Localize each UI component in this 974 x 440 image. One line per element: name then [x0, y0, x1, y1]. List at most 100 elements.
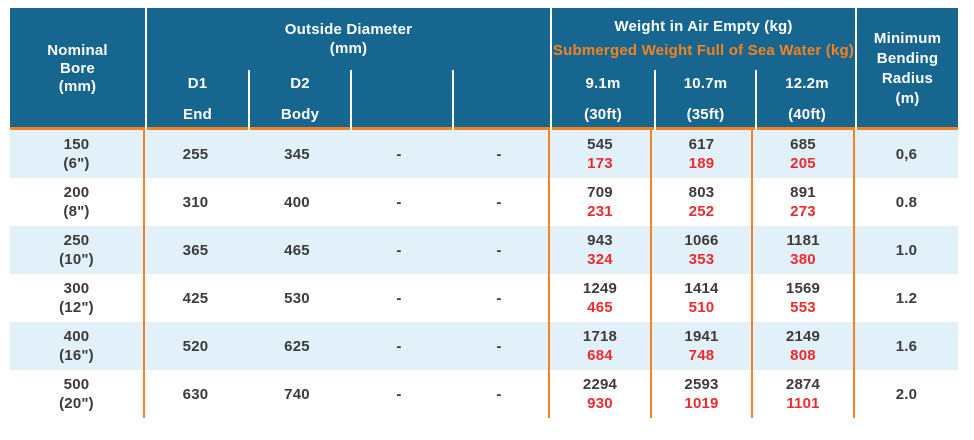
bore-mm-value: 500 [63, 376, 90, 393]
air-weight-value: 891 [790, 184, 816, 201]
cell-weight-35ft: 617 189 [652, 130, 753, 178]
submerged-weight-value: 553 [790, 299, 816, 316]
table-row: 300 (12") 425 530 - - 1249 465 1414 510 … [10, 274, 958, 322]
submerged-weight-value: 353 [688, 251, 715, 268]
outside-diameter-title: Outside Diameter [284, 21, 413, 38]
bore-mm-value: 150 [63, 136, 90, 153]
cell-d1-end: 630 [145, 370, 246, 418]
cell-weight-40ft: 1181 380 [753, 226, 855, 274]
table-row: 400 (16") 520 625 - - 1718 684 1941 748 … [10, 322, 958, 370]
header-nominal-bore: Nominal Bore (mm) [10, 8, 145, 130]
air-weight-value: 2874 [785, 376, 821, 393]
cell-od-empty-2: - [450, 322, 550, 370]
bore-inch-value: (10") [59, 251, 94, 268]
length-40ft-label: (40ft) [788, 106, 826, 123]
header-min-bending-radius: Minimum Bending Radius (m) [855, 8, 958, 130]
end-label: End [183, 106, 212, 123]
table-row: 200 (8") 310 400 - - 709 231 803 252 891… [10, 178, 958, 226]
d1-value: 310 [182, 193, 209, 211]
cell-d2-body: 530 [246, 274, 348, 322]
submerged-weight-title: Submerged Weight Full of Sea Water (kg) [552, 42, 855, 59]
submerged-weight-value: 380 [790, 251, 816, 268]
mbr-value: 1.2 [895, 289, 918, 307]
weight-in-air-title: Weight in Air Empty (kg) [614, 18, 793, 35]
cell-d1-end: 365 [145, 226, 246, 274]
air-weight-value: 617 [688, 136, 715, 153]
submerged-weight-value: 930 [587, 395, 613, 412]
air-weight-value: 1414 [684, 280, 719, 297]
cell-min-bending-radius: 1.2 [855, 274, 958, 322]
mbr-value: 2.0 [895, 385, 918, 403]
length-10-7m-label: 10.7m [683, 75, 728, 92]
cell-weight-40ft: 891 273 [753, 178, 855, 226]
cell-d2-body: 400 [246, 178, 348, 226]
submerged-weight-value: 324 [587, 251, 613, 268]
cell-nominal-bore: 300 (12") [10, 274, 145, 322]
mbr-line3: Radius [881, 70, 934, 87]
cell-min-bending-radius: 1.0 [855, 226, 958, 274]
dash-value: - [396, 289, 402, 307]
d1-label: D1 [187, 75, 208, 92]
nominal-bore-line1: Nominal [47, 42, 108, 59]
length-35ft-label: (35ft) [686, 106, 725, 123]
cell-od-empty-2: - [450, 370, 550, 418]
dash-value: - [496, 193, 502, 211]
subheader-empty-2 [452, 70, 552, 130]
cell-weight-35ft: 1066 353 [652, 226, 753, 274]
dash-value: - [396, 385, 402, 403]
cell-weight-30ft: 1249 465 [550, 274, 652, 322]
submerged-weight-value: 465 [587, 299, 613, 316]
d2-value: 465 [284, 241, 310, 259]
cell-d2-body: 625 [246, 322, 348, 370]
cell-od-empty-1: - [348, 130, 450, 178]
cell-weight-30ft: 709 231 [550, 178, 652, 226]
submerged-weight-value: 748 [688, 347, 715, 364]
air-weight-value: 709 [587, 184, 613, 201]
cell-d1-end: 255 [145, 130, 246, 178]
submerged-weight-value: 510 [688, 299, 715, 316]
dash-value: - [396, 337, 402, 355]
submerged-weight-value: 684 [587, 347, 613, 364]
cell-weight-40ft: 685 205 [753, 130, 855, 178]
subheader-d2-body: D2 Body [248, 70, 350, 130]
cell-weight-40ft: 2149 808 [753, 322, 855, 370]
cell-nominal-bore: 200 (8") [10, 178, 145, 226]
d2-label: D2 [290, 75, 310, 92]
d2-value: 530 [284, 289, 310, 307]
d2-value: 740 [284, 385, 310, 403]
submerged-weight-value: 1019 [684, 395, 719, 412]
bore-inch-value: (6") [63, 155, 90, 172]
cell-weight-30ft: 2294 930 [550, 370, 652, 418]
air-weight-value: 2294 [582, 376, 618, 393]
cell-nominal-bore: 250 (10") [10, 226, 145, 274]
submerged-weight-value: 273 [790, 203, 816, 220]
outside-diameter-unit: (mm) [329, 40, 368, 57]
air-weight-value: 1181 [786, 232, 820, 249]
cell-od-empty-1: - [348, 178, 450, 226]
header-weight-group: Weight in Air Empty (kg) Submerged Weigh… [550, 8, 855, 130]
outside-diameter-title-block: Outside Diameter (mm) [147, 8, 550, 70]
dash-value: - [396, 241, 402, 259]
cell-od-empty-1: - [348, 370, 450, 418]
weight-subheaders: 9.1m (30ft) 10.7m (35ft) 12.2m (40ft) [552, 70, 855, 130]
mbr-value: 0.8 [895, 193, 918, 211]
cell-min-bending-radius: 0,6 [855, 130, 958, 178]
cell-od-empty-2: - [450, 274, 550, 322]
d1-value: 255 [182, 145, 209, 163]
bore-mm-value: 400 [63, 328, 90, 345]
cell-od-empty-1: - [348, 274, 450, 322]
bore-mm-value: 250 [63, 232, 90, 249]
cell-weight-30ft: 943 324 [550, 226, 652, 274]
dash-value: - [496, 145, 502, 163]
air-weight-value: 1718 [582, 328, 618, 345]
air-weight-value: 1249 [582, 280, 618, 297]
table-row: 250 (10") 365 465 - - 943 324 1066 353 1… [10, 226, 958, 274]
cell-weight-35ft: 2593 1019 [652, 370, 753, 418]
air-weight-value: 803 [688, 184, 715, 201]
cell-min-bending-radius: 1.6 [855, 322, 958, 370]
cell-od-empty-1: - [348, 226, 450, 274]
bore-mm-value: 300 [63, 280, 90, 297]
bore-inch-value: (20") [59, 395, 94, 412]
length-9-1m-label: 9.1m [585, 75, 621, 92]
header-outside-diameter-group: Outside Diameter (mm) D1 End D2 Body [145, 8, 550, 130]
